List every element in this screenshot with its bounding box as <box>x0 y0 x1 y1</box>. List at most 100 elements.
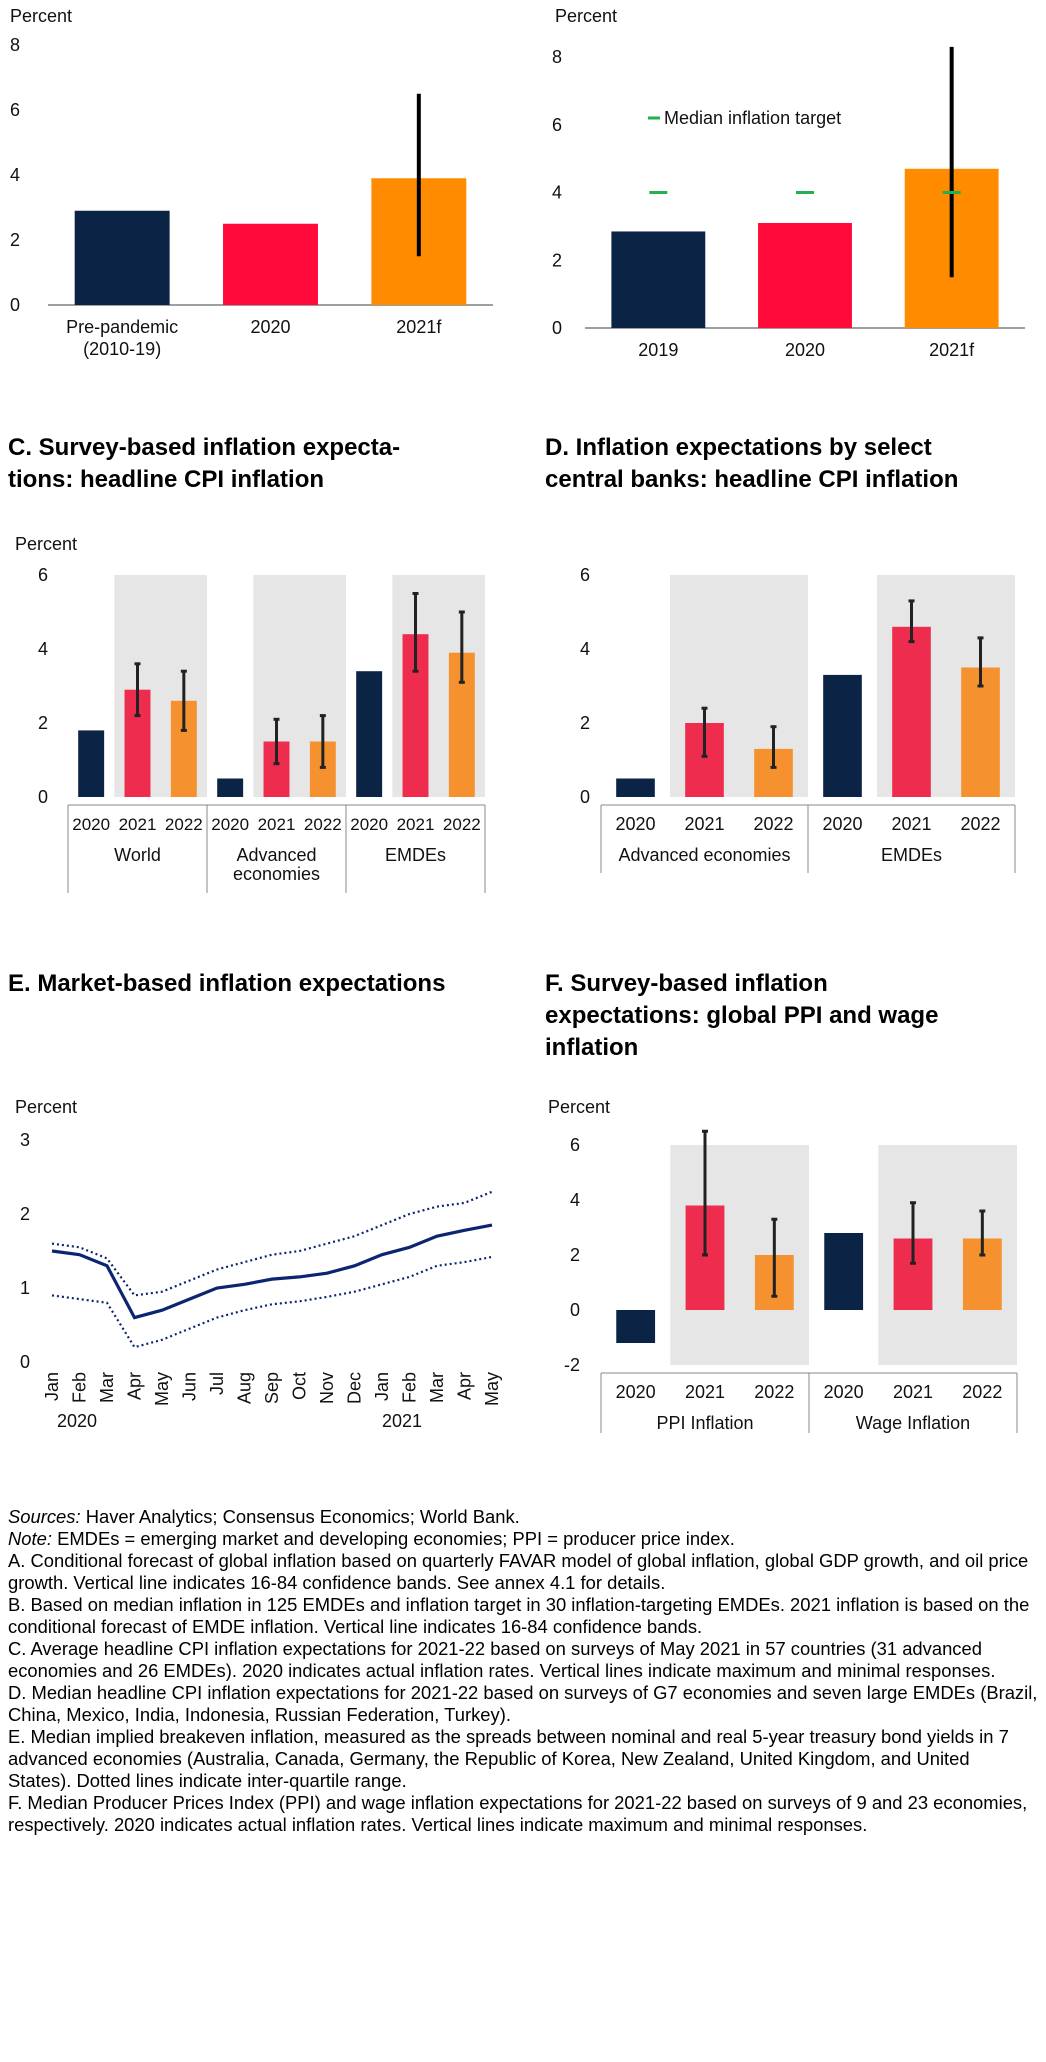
group-label: PPI Inflation <box>656 1413 753 1433</box>
chart-b-svg: Percent 0 2 4 6 8 2019 2020 2021f Median inflatio… <box>552 6 1025 360</box>
y-axis-label: Percent <box>15 534 77 554</box>
x-tick-label: 2022 <box>443 815 481 834</box>
x-tick-label: Dec <box>345 1372 365 1404</box>
y-tick-label: 8 <box>10 35 20 55</box>
notes-section: Sources: Haver Analytics; Consensus Econ… <box>8 1506 1038 1836</box>
x-tick-label: Jul <box>207 1372 227 1395</box>
sources-label: Sources: <box>8 1506 81 1527</box>
bar <box>78 730 105 797</box>
y-tick-label: 2 <box>580 713 590 733</box>
y-tick-label: 0 <box>570 1300 580 1320</box>
chart-e-svg: Percent 0 1 2 3 Jan Feb Mar Apr May Jun Jul Aug Sep Oc… <box>15 1097 502 1431</box>
x-tick-label: Pre-pandemic (2010-19) <box>66 317 178 359</box>
x-tick-label: May <box>152 1372 172 1406</box>
y-tick-label: 0 <box>38 787 48 807</box>
x-tick-label: Oct <box>290 1372 310 1400</box>
x-tick-label: Jan <box>42 1372 62 1401</box>
y-axis-label: Percent <box>15 1097 77 1117</box>
y-tick-label: 8 <box>552 47 562 67</box>
chart-d-svg: 0 2 4 6 2020 2021 2022 Advanced economies 2020 20… <box>580 565 1016 873</box>
group-label: World <box>114 845 161 865</box>
panel-f-title: F. Survey-based inflation expectations: … <box>545 970 939 1061</box>
y-tick-label: 1 <box>20 1278 30 1298</box>
x-tick-label: 2020 <box>72 815 110 834</box>
note-label: Note: <box>8 1528 52 1549</box>
y-tick-label: 0 <box>580 787 590 807</box>
y-tick-label: 2 <box>38 713 48 733</box>
y-tick-label: 6 <box>552 115 562 135</box>
bar <box>223 223 318 305</box>
group-label: Advanced economies <box>233 845 320 884</box>
group-label: Advanced economies <box>618 845 790 865</box>
y-tick-label: 4 <box>552 183 562 203</box>
bar <box>823 674 862 797</box>
y-axis-label: Percent <box>555 6 617 26</box>
note-b: B. Based on median inflation in 125 EMDE… <box>8 1594 1030 1637</box>
x-tick-label: 2020 <box>350 815 388 834</box>
x-tick-label: 2021 <box>397 815 435 834</box>
y-axis-label: Percent <box>548 1097 610 1117</box>
bar <box>356 671 383 797</box>
y-tick-label: 0 <box>10 295 20 315</box>
bar <box>616 778 655 797</box>
x-tick-label: 2021f <box>929 340 975 360</box>
x-tick-label: Jan <box>372 1372 392 1401</box>
group-label: EMDEs <box>881 845 942 865</box>
y-tick-label: 0 <box>552 318 562 338</box>
note-c: C. Average headline CPI inflation expect… <box>8 1638 996 1681</box>
x-tick-label: 2019 <box>638 340 678 360</box>
x-tick-label: 2022 <box>753 814 793 834</box>
y-tick-label: 4 <box>38 639 48 659</box>
group-label: EMDEs <box>385 845 446 865</box>
y-tick-label: 2 <box>20 1204 30 1224</box>
x-tick-label: Feb <box>400 1372 420 1403</box>
bar <box>961 667 1000 797</box>
iqr-line <box>51 1190 493 1297</box>
x-tick-label: Nov <box>317 1372 337 1404</box>
legend-label: Median inflation target <box>664 108 841 128</box>
x-tick-label: 2021 <box>119 815 157 834</box>
x-tick-label: 2022 <box>962 1382 1002 1402</box>
x-tick-label: 2021f <box>396 317 442 337</box>
x-tick-label: 2020 <box>785 340 825 360</box>
bar <box>616 1310 656 1343</box>
panel-d-title: D. Inflation expectations by select cent… <box>545 434 959 493</box>
median-line <box>51 1223 493 1320</box>
y-tick-label: 6 <box>10 100 20 120</box>
y-axis-label: Percent <box>10 6 72 26</box>
y-tick-label: 0 <box>20 1352 30 1372</box>
y-tick-label: 4 <box>570 1190 580 1210</box>
note-text: EMDEs = emerging market and developing e… <box>51 1528 735 1549</box>
x-tick-label: 2022 <box>960 814 1000 834</box>
x-tick-label: Mar <box>427 1372 447 1403</box>
x-tick-label: 2020 <box>616 1382 656 1402</box>
x-tick-label: Mar <box>97 1372 117 1403</box>
x-tick-label: 2021 <box>891 814 931 834</box>
x-tick-label: Apr <box>455 1372 475 1400</box>
bar <box>611 231 706 328</box>
y-tick-label: 4 <box>10 165 20 185</box>
y-tick-label: 6 <box>570 1135 580 1155</box>
x-tick-label: Aug <box>235 1372 255 1404</box>
x-tick-label: 2020 <box>615 814 655 834</box>
x-tick-label: 2022 <box>754 1382 794 1402</box>
note-a: A. Conditional forecast of global inflat… <box>8 1550 1029 1593</box>
y-tick-label: 2 <box>552 250 562 270</box>
y-tick-label: 3 <box>20 1130 30 1150</box>
iqr-line <box>51 1255 493 1349</box>
year-label: 2020 <box>57 1411 97 1431</box>
note-d: D. Median headline CPI inflation expecta… <box>8 1682 1038 1725</box>
y-tick-label: 6 <box>38 565 48 585</box>
x-tick-label: Sep <box>262 1372 282 1404</box>
y-tick-label: -2 <box>564 1355 580 1375</box>
y-tick-label: 6 <box>580 565 590 585</box>
bar <box>892 626 931 797</box>
sources-text: Haver Analytics; Consensus Economics; Wo… <box>80 1506 520 1527</box>
x-tick-label: 2022 <box>165 815 203 834</box>
x-tick-label: 2021 <box>685 1382 725 1402</box>
y-tick-label: 4 <box>580 639 590 659</box>
panel-c-title: C. Survey-based inflation expecta- tions… <box>8 434 401 493</box>
note-e: E. Median implied breakeven inflation, m… <box>8 1726 1009 1791</box>
